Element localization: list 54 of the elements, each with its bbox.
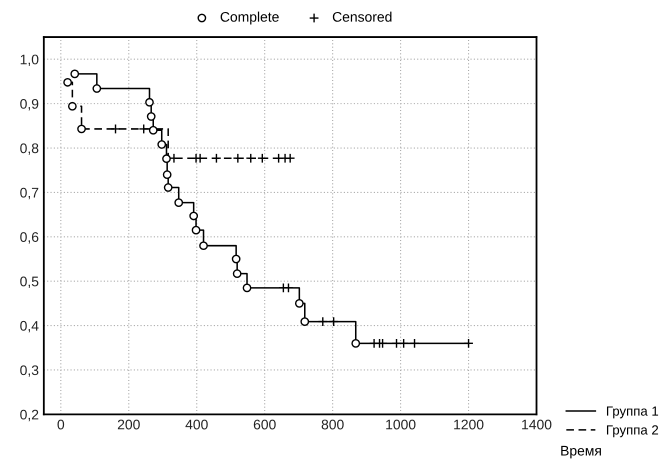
point	[283, 282, 294, 293]
x-tick-label: 800	[322, 420, 344, 430]
point	[68, 102, 77, 111]
point	[162, 170, 172, 180]
point	[148, 126, 158, 135]
legend-label: Complete	[220, 12, 279, 25]
x-tick-label: 0	[57, 420, 64, 430]
point	[192, 226, 200, 235]
point	[92, 84, 102, 93]
legend-label: Censored	[332, 12, 392, 22]
point	[232, 254, 241, 264]
point	[398, 338, 409, 348]
point	[199, 241, 208, 250]
point	[110, 124, 121, 134]
point	[328, 316, 339, 327]
point	[351, 338, 360, 348]
y-tick-label: 0,4	[20, 320, 39, 332]
point	[164, 183, 173, 192]
x-tick-label: 200	[118, 420, 140, 430]
legend-label: Группа 1	[606, 406, 658, 418]
point	[162, 154, 171, 164]
point	[70, 70, 80, 78]
y-tick-label: 0,8	[20, 143, 38, 155]
point	[232, 269, 242, 278]
x-axis-title: Время	[561, 446, 601, 458]
y-tick-label: 1,0	[20, 54, 38, 66]
point	[77, 124, 86, 134]
y-tick-label: 0,7	[20, 188, 38, 200]
point	[63, 78, 72, 87]
x-tick-label: 1200	[454, 420, 484, 430]
y-tick-label: 0,5	[20, 276, 38, 288]
point	[138, 124, 149, 134]
legend-label: Группа 2	[606, 425, 658, 438]
point	[146, 112, 156, 121]
point	[391, 338, 402, 348]
x-tick-label: 400	[185, 420, 208, 430]
point	[378, 338, 388, 348]
point	[145, 98, 154, 107]
point	[409, 338, 420, 348]
y-tick-label: 0,2	[20, 410, 38, 422]
point	[174, 198, 184, 207]
point	[157, 140, 166, 149]
x-tick-label: 1000	[386, 420, 416, 430]
y-tick-label: 0,6	[20, 232, 38, 244]
x-tick-label: 600	[254, 420, 276, 430]
point	[318, 316, 328, 327]
x-tick-label: 1400	[522, 420, 552, 430]
y-tick-label: 0,9	[20, 98, 38, 110]
point	[189, 212, 198, 220]
point	[463, 338, 474, 348]
point	[300, 317, 310, 326]
point	[242, 283, 252, 292]
point	[294, 299, 304, 308]
y-tick-label: 0,3	[20, 365, 38, 377]
